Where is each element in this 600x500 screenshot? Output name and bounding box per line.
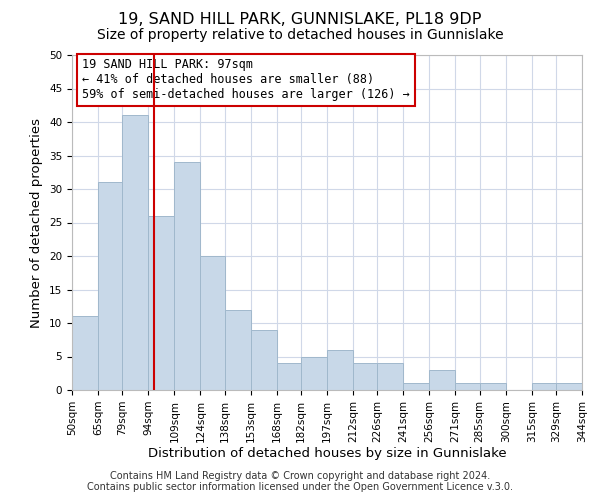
Bar — [200, 256, 224, 390]
Bar — [277, 363, 301, 390]
Bar — [327, 350, 353, 390]
Bar — [148, 216, 175, 390]
Bar — [556, 384, 582, 390]
Bar — [224, 310, 251, 390]
Bar — [251, 330, 277, 390]
Text: Size of property relative to detached houses in Gunnislake: Size of property relative to detached ho… — [97, 28, 503, 42]
Bar — [377, 363, 403, 390]
Bar — [72, 316, 98, 390]
Text: Contains HM Land Registry data © Crown copyright and database right 2024.
Contai: Contains HM Land Registry data © Crown c… — [87, 471, 513, 492]
Bar — [301, 356, 327, 390]
Bar — [403, 384, 430, 390]
Bar — [122, 116, 148, 390]
Bar — [532, 384, 556, 390]
Bar — [455, 384, 479, 390]
Bar — [98, 182, 122, 390]
Text: 19, SAND HILL PARK, GUNNISLAKE, PL18 9DP: 19, SAND HILL PARK, GUNNISLAKE, PL18 9DP — [118, 12, 482, 28]
Bar — [430, 370, 455, 390]
Bar — [479, 384, 506, 390]
Y-axis label: Number of detached properties: Number of detached properties — [31, 118, 43, 328]
Text: 19 SAND HILL PARK: 97sqm
← 41% of detached houses are smaller (88)
59% of semi-d: 19 SAND HILL PARK: 97sqm ← 41% of detach… — [82, 58, 410, 102]
Bar — [353, 363, 377, 390]
Bar — [175, 162, 200, 390]
X-axis label: Distribution of detached houses by size in Gunnislake: Distribution of detached houses by size … — [148, 448, 506, 460]
